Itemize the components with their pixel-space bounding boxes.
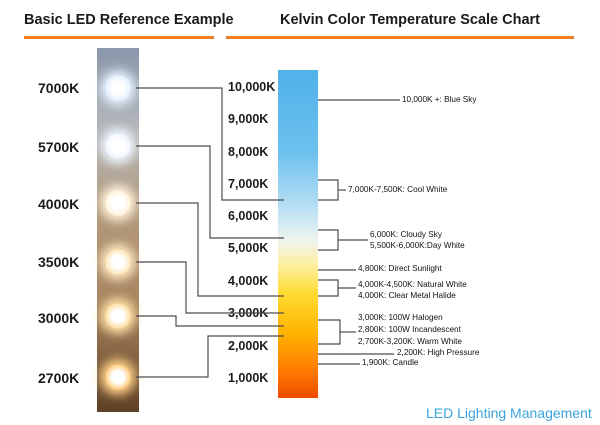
ann-bracket-cool-white	[318, 179, 339, 201]
tick-5000k: 5,000K	[228, 241, 269, 255]
connector-7000k	[136, 87, 284, 201]
left-title-underline	[24, 36, 214, 39]
tick-4000k: 4,000K	[228, 274, 269, 288]
led-label-4000k: 4000K	[38, 196, 80, 212]
led-5700k	[104, 132, 132, 160]
right-title: Kelvin Color Temperature Scale Chart	[280, 12, 541, 28]
led-4000k	[104, 189, 132, 217]
ann-cloudy-sky: 6,000K: Cloudy Sky	[370, 230, 442, 239]
connector-5700k	[136, 145, 284, 239]
ann-warm-white: 2,700K-3,200K: Warm White	[358, 337, 462, 346]
led-label-7000k: 7000K	[38, 80, 80, 96]
ann-natural-white: 4,000K-4,500K: Natural White	[358, 280, 467, 289]
ann-blue-sky: 10,000K +: Blue Sky	[402, 95, 477, 104]
brand-watermark: LED Lighting Management	[426, 405, 592, 421]
tick-9000k: 9,000K	[228, 112, 269, 126]
tick-6000k: 6,000K	[228, 209, 269, 223]
led-7000k	[104, 74, 132, 102]
led-strip	[97, 48, 139, 412]
ann-bracket-warm-white	[318, 319, 341, 345]
led-label-3500k: 3500K	[38, 254, 80, 270]
ann-cool-white: 7,000K-7,500K: Cool White	[348, 185, 448, 194]
led-3000k	[104, 302, 132, 330]
ann-direct-sunlight: 4,800K: Direct Sunlight	[358, 264, 442, 273]
ann-halogen: 3,000K: 100W Halogen	[358, 313, 443, 322]
tick-2000k: 2,000K	[228, 339, 269, 353]
tick-1000k: 1,000K	[228, 371, 269, 385]
led-label-3000k: 3000K	[38, 310, 80, 326]
ann-day-white: 5,500K-6,000K:Day White	[370, 241, 465, 250]
ann-metal-halide: 4,000K: Clear Metal Halide	[358, 291, 456, 300]
connector-3500k	[136, 261, 284, 314]
tick-10000k: 10,000K	[228, 80, 276, 94]
led-label-5700k: 5700K	[38, 139, 80, 155]
left-title: Basic LED Reference Example	[24, 12, 234, 28]
right-title-underline	[226, 36, 574, 39]
led-label-2700k: 2700K	[38, 370, 80, 386]
ann-candle: 1,900K: Candle	[362, 358, 419, 367]
connector-4000k	[136, 202, 284, 297]
tick-7000k: 7,000K	[228, 177, 269, 191]
ann-bracket-day-white	[318, 229, 339, 251]
ann-high-pressure: 2,200K: High Pressure	[397, 348, 480, 357]
connector-2700k	[136, 335, 284, 378]
connector-3000k	[136, 315, 284, 327]
kelvin-gradient-bar	[278, 70, 318, 398]
led-2700k	[104, 363, 132, 391]
ann-incandescent: 2,800K: 100W Incandescent	[358, 325, 461, 334]
ann-bracket-natural-white	[318, 279, 339, 297]
tick-8000k: 8,000K	[228, 145, 269, 159]
led-3500k	[104, 248, 132, 276]
